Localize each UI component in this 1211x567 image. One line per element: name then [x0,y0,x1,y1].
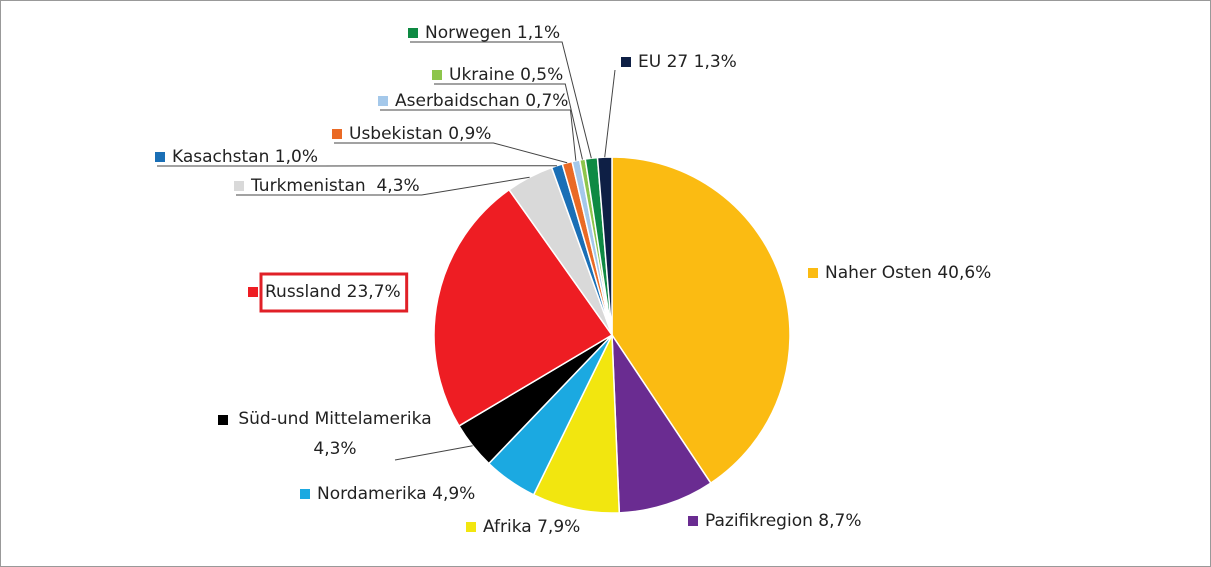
data-label: Aserbaidschan 0,7% [395,91,568,111]
highlight-box [259,272,409,313]
data-label: Pazifikregion 8,7% [705,511,861,531]
leader-line [380,109,577,161]
value-label: 4,9% [432,484,475,504]
leader-line [434,83,583,160]
pie-slice [611,332,712,514]
category-label: Kasachstan [172,147,269,167]
legend-marker [300,489,310,499]
legend-marker [332,129,342,139]
value-label: 0,5% [520,65,563,85]
leader-line [604,69,616,158]
data-label: Norwegen 1,1% [425,23,560,43]
value-label: 23,7% [347,282,401,302]
legend-marker [234,181,244,191]
value-label: 0,7% [525,91,568,111]
legend-marker [408,28,418,38]
category-label: Aserbaidschan [395,91,520,111]
category-label: Usbekistan [349,124,443,144]
category-label: Turkmenistan [250,176,366,196]
legend-marker [155,152,165,162]
category-label: Russland [265,282,341,302]
value-label: 8,7% [818,511,861,531]
data-label: Afrika 7,9% [483,517,580,537]
value-label: 4,3% [313,439,357,459]
pie-slice [433,188,614,427]
category-label: Nordamerika [317,484,427,504]
category-label: Afrika [483,517,532,537]
legend-marker [218,415,228,425]
value-label: 1,0% [275,147,318,167]
data-label: Russland 23,7% [265,282,401,302]
data-label: Usbekistan 0,9% [349,124,491,144]
legend-marker [466,522,476,532]
category-label: EU 27 [638,52,688,72]
category-label: Norwegen [425,23,512,43]
data-label: Nordamerika 4,9% [317,484,475,504]
data-label: Turkmenistan 4,3% [250,176,420,196]
data-label-text: Süd-und Mittelamerika 4,3% [230,404,440,464]
data-label: EU 27 1,3% [638,52,737,72]
leader-line [236,176,530,196]
legend-marker [378,96,388,106]
data-label: Naher Osten 40,6% [825,263,991,283]
value-label: 40,6% [937,263,991,283]
value-label: 1,3% [694,52,737,72]
category-label: Pazifikregion [705,511,813,531]
value-label: 1,1% [517,23,560,43]
legend-marker [688,516,698,526]
data-label: Kasachstan 1,0% [172,147,318,167]
category-label: Ukraine [449,65,515,85]
legend-marker [621,57,631,67]
leader-line [394,445,473,461]
pie-slice [596,156,613,336]
value-label: 4,3% [376,176,419,196]
category-label: Naher Osten [825,263,932,283]
leader-line [334,142,568,164]
legend-marker [248,287,258,297]
category-label: Süd-und Mittelamerika [238,409,432,429]
legend-marker [432,70,442,80]
value-label: 7,9% [537,517,580,537]
data-label: Süd-und Mittelamerika 4,3% [230,404,440,464]
leader-line [410,41,592,159]
value-label: 0,9% [448,124,491,144]
legend-marker [808,268,818,278]
data-label: Ukraine 0,5% [449,65,563,85]
